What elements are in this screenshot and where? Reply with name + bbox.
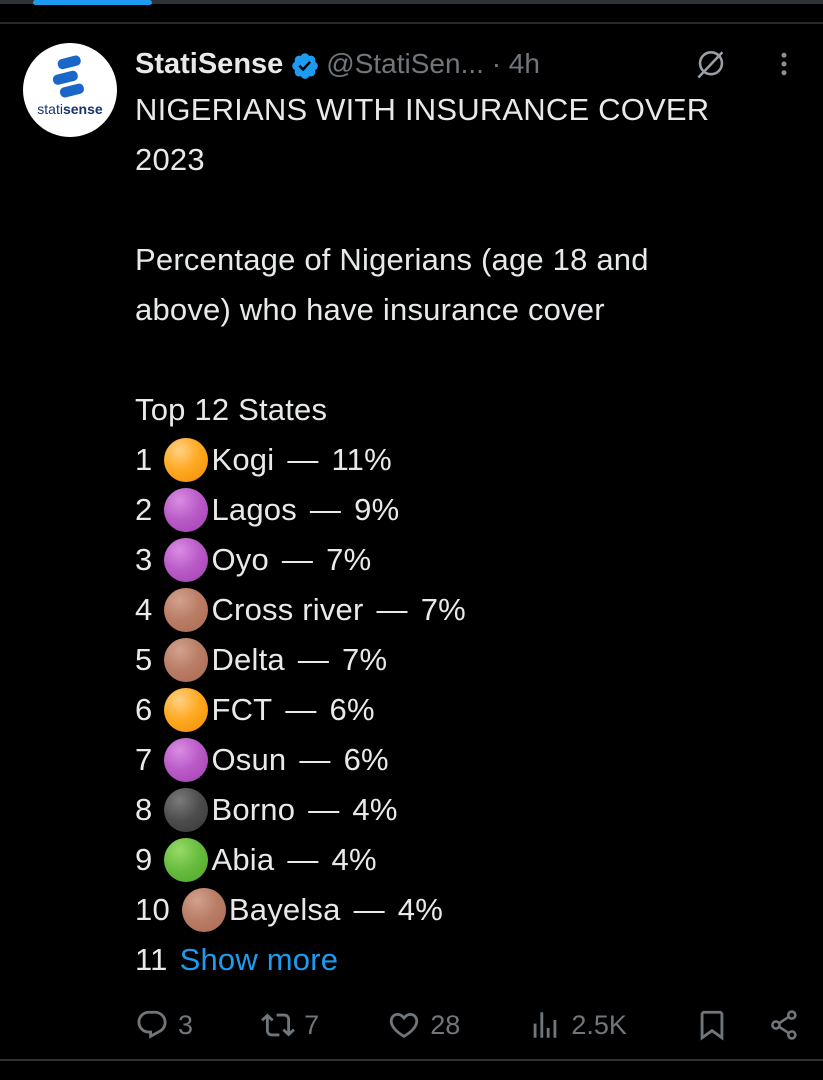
green-circle-emoji [164, 838, 209, 882]
views-button[interactable]: 2.5K [528, 1008, 627, 1042]
active-tab-indicator [33, 0, 152, 5]
bookmark-icon [700, 1010, 724, 1041]
reply-count: 3 [178, 1009, 194, 1040]
more-menu-icon[interactable] [769, 47, 799, 81]
state-row: 4 Cross river — 7% [135, 585, 803, 635]
author-handle[interactable]: @StatiSen... · 4h [326, 48, 540, 79]
like-icon [390, 1012, 419, 1038]
state-value: 11% [331, 442, 392, 477]
state-row: 8 Borno — 4% [135, 785, 803, 835]
state-value: 7% [342, 642, 388, 677]
share-button[interactable] [767, 1008, 801, 1042]
tweet-heading-line2: 2023 [135, 142, 205, 177]
repost-icon [261, 1013, 296, 1037]
repost-button[interactable]: 7 [261, 1008, 319, 1042]
share-icon [771, 1010, 797, 1040]
state-row: 1 Kogi — 11% [135, 435, 803, 485]
tweet-header: StatiSense @StatiSen... · 4h [135, 43, 803, 85]
list-header: Top 12 States [135, 392, 328, 427]
orange-circle-emoji [164, 438, 209, 482]
feed-divider [0, 22, 823, 24]
tweet-action-bar: 3 7 28 2.5K [135, 1001, 803, 1049]
purple-circle-emoji [164, 488, 209, 532]
state-row: 6 FCT — 6% [135, 685, 803, 735]
brown-circle-emoji [164, 638, 209, 682]
state-value: 4% [331, 842, 377, 877]
grok-icon[interactable] [693, 46, 729, 82]
state-value: 9% [354, 492, 400, 527]
verified-badge-icon [292, 52, 319, 79]
state-row: 2 Lagos — 9% [135, 485, 803, 535]
truncation-row: 11 Show more [135, 935, 803, 985]
state-value: 4% [352, 792, 398, 827]
tweet-text: NIGERIANS WITH INSURANCE COVER 2023 Perc… [135, 85, 803, 985]
tweet-body-line2: above) who have insurance cover [135, 292, 605, 327]
tweet-body-line1: Percentage of Nigerians (age 18 and [135, 242, 649, 277]
state-value: 4% [397, 892, 443, 927]
views-count: 2.5K [571, 1009, 627, 1040]
state-name: Borno [211, 792, 296, 827]
state-row: 5 Delta — 7% [135, 635, 803, 685]
state-name: Cross river [211, 592, 364, 627]
state-name: Bayelsa [228, 892, 341, 927]
timestamp: 4h [508, 48, 540, 79]
avatar[interactable]: statisense [23, 43, 117, 137]
state-row: 10 Bayelsa — 4% [135, 885, 803, 935]
tweet-bottom-divider [0, 1059, 823, 1061]
reply-button[interactable]: 3 [135, 1008, 193, 1042]
bookmark-button[interactable] [695, 1008, 729, 1042]
like-button[interactable]: 28 [387, 1008, 460, 1042]
state-name: FCT [211, 692, 273, 727]
state-value: 6% [329, 692, 375, 727]
like-count: 28 [430, 1009, 461, 1040]
state-value: 7% [420, 592, 466, 627]
statisense-logo-icon [52, 55, 84, 98]
state-value: 6% [343, 742, 389, 777]
purple-circle-emoji [164, 738, 209, 782]
reply-icon [137, 1010, 167, 1039]
black-circle-emoji [164, 788, 209, 832]
state-name: Delta [211, 642, 285, 677]
repost-count: 7 [304, 1009, 320, 1040]
orange-circle-emoji [164, 688, 209, 732]
state-name: Kogi [211, 442, 275, 477]
state-name: Abia [211, 842, 275, 877]
brown-circle-emoji [164, 588, 209, 632]
tweet-heading-line1: NIGERIANS WITH INSURANCE COVER [135, 92, 710, 127]
state-row: 3 Oyo — 7% [135, 535, 803, 585]
author-name[interactable]: StatiSense [135, 47, 284, 80]
state-value: 7% [326, 542, 372, 577]
state-name: Osun [211, 742, 287, 777]
state-row: 7 Osun — 6% [135, 735, 803, 785]
purple-circle-emoji [164, 538, 209, 582]
views-icon [534, 1012, 557, 1038]
tab-bar-border [0, 0, 823, 4]
show-more-link[interactable]: Show more [179, 942, 339, 977]
avatar-wordmark: statisense [37, 101, 103, 117]
state-name: Oyo [211, 542, 269, 577]
brown-circle-emoji [181, 888, 226, 932]
state-name: Lagos [211, 492, 297, 527]
state-row: 9 Abia — 4% [135, 835, 803, 885]
